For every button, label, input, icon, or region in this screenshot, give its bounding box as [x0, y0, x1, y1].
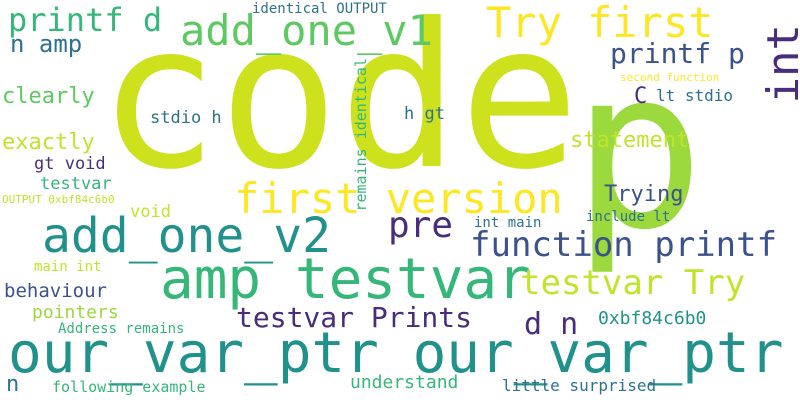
word-int-main: int main	[474, 215, 542, 231]
word-stdio-h: stdio h	[150, 108, 222, 128]
word-output-0xbf84c6b0: OUTPUT 0xbf84c6b0	[2, 193, 115, 206]
word-try-first: Try first	[486, 0, 714, 47]
word-void: void	[130, 202, 171, 222]
word-remains-identical: remains identical	[352, 58, 370, 212]
word-pre: pre	[388, 205, 454, 246]
word-add-one-v2: add_one_v2	[42, 208, 331, 264]
word-address-remains: Address remains	[58, 321, 185, 337]
word-first-version: first version	[234, 174, 563, 223]
word-testvar-prints: testvar Prints	[236, 301, 473, 334]
word-clearly: clearly	[2, 84, 95, 109]
word-gt-void: gt void	[34, 154, 106, 174]
word-include-lt: include lt	[586, 209, 671, 225]
word-understand: understand	[350, 372, 459, 393]
word-pointers: pointers	[32, 302, 119, 323]
word-trying: Trying	[604, 182, 684, 207]
word-c: C	[634, 84, 648, 109]
word-our-var-ptr-our-var-ptr: our_var_ptr our_var_ptr	[8, 321, 784, 386]
word-lt-stdio: lt stdio	[656, 86, 734, 105]
word-printf-d: printf d	[8, 1, 163, 39]
word-0xbf84c6b0: 0xbf84c6b0	[598, 308, 707, 329]
word-testvar-try: testvar Try	[520, 263, 746, 303]
word-n-amp: n amp	[10, 30, 83, 58]
word-function-printf: function printf	[470, 225, 778, 265]
word-identical-output: identical OUTPUT	[252, 1, 387, 17]
word-amp-testvar: amp testvar	[160, 247, 531, 312]
word-d-n: d n	[524, 307, 579, 342]
word-statement: statement	[570, 128, 690, 153]
word-second-function: second function	[620, 71, 720, 84]
word-main-int: main int	[34, 259, 102, 275]
word-add-one-v1: add_one_v1	[180, 6, 433, 55]
word-testvar-small: testvar	[40, 174, 112, 194]
word-exactly: exactly	[2, 130, 95, 155]
word-int: int	[758, 24, 800, 104]
word-printf-p: printf p	[610, 37, 745, 70]
word-behaviour: behaviour	[4, 280, 107, 302]
word-code: code	[98, 0, 580, 214]
word-little-surprised: little surprised	[502, 376, 657, 395]
word-h-gt: h gt	[404, 104, 445, 124]
word-n: n	[6, 372, 20, 397]
word-following-example: following example	[52, 378, 206, 396]
word-p: p	[572, 22, 705, 278]
